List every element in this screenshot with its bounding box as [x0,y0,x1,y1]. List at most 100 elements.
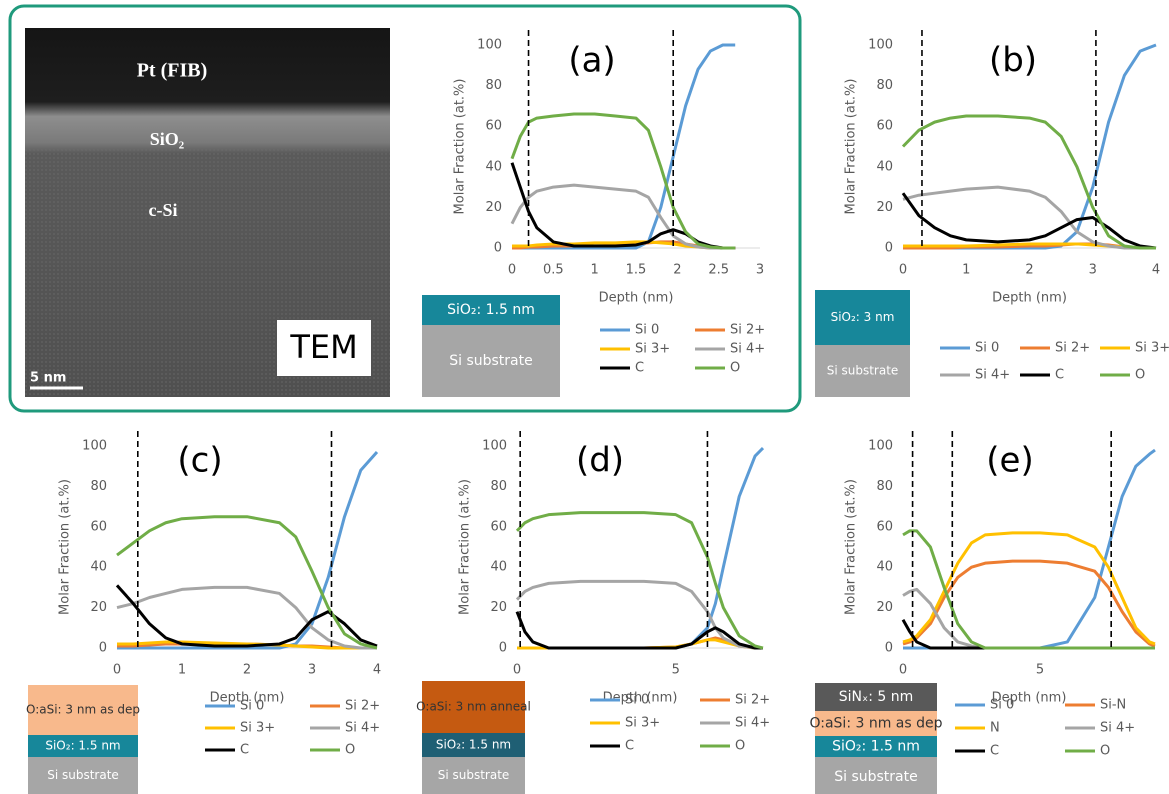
layer-label: Si substrate [827,364,899,378]
y-tick-label: 100 [868,38,893,53]
tem-label: SiO₂ [150,129,184,149]
x-tick-label: 4 [373,663,381,678]
x-tick-label: 1 [591,263,599,278]
y-axis-label: Molar Fraction (at.%) [844,79,859,215]
y-tick-label: 60 [876,119,893,134]
legend-label: C [625,739,634,754]
series-line [903,193,1156,248]
legend-label: Si 0 [990,698,1014,713]
legend-label: O [1135,368,1145,383]
x-tick-label: 2 [243,663,251,678]
chart-title: (e) [986,441,1033,481]
layer-label: Si substrate [438,768,510,782]
legend-label: C [990,744,999,759]
layer-label: SiO₂: 3 nm [831,310,895,324]
legend-label: Si 4+ [735,716,770,731]
legend-label: Si 4+ [975,368,1010,383]
legend-label: O [730,361,740,376]
y-tick-label: 60 [876,519,893,534]
x-tick-label: 5 [672,663,680,678]
chart-title: (c) [177,441,222,481]
y-tick-label: 20 [490,600,507,615]
legend-label: C [1055,368,1064,383]
layer-label: SiO₂: 1.5 nm [45,739,120,753]
y-tick-label: 0 [494,241,502,256]
x-tick-label: 5 [1036,663,1044,678]
y-axis-label: Molar Fraction (at.%) [844,479,859,615]
legend-label: Si 4+ [730,342,765,357]
y-tick-label: 80 [490,479,507,494]
y-tick-label: 60 [490,519,507,534]
x-tick-label: 2.5 [708,263,729,278]
layer-label: SiNₓ: 5 nm [839,689,914,705]
y-tick-label: 40 [876,159,893,174]
legend-label: Si 2+ [1055,341,1090,356]
layer-label: Si substrate [834,769,918,785]
legend-label: O [1100,744,1110,759]
chart-title: (d) [576,441,624,481]
legend-label: N [990,721,1000,736]
x-tick-label: 0 [113,663,121,678]
y-tick-label: 0 [885,641,893,656]
x-tick-label: 0 [899,663,907,678]
layer-label: O:aSi: 3 nm as dep [809,716,942,732]
y-tick-label: 80 [876,78,893,93]
legend-label: Si 3+ [625,716,660,731]
layer-label: O:aSi: 3 nm as dep [26,703,140,717]
y-tick-label: 20 [90,600,107,615]
layer-label: Si substrate [449,353,533,369]
figure: Pt (FIB) SiO₂ c-Si TEM 5 nm 020406080100… [0,0,1169,794]
y-tick-label: 20 [876,600,893,615]
x-axis-label: Depth (nm) [992,291,1067,306]
layer-label: O:aSi: 3 nm anneal [416,700,531,714]
x-tick-label: 2 [673,263,681,278]
y-tick-label: 60 [90,519,107,534]
y-axis-label: Molar Fraction (at.%) [458,479,473,615]
y-tick-label: 80 [90,479,107,494]
series-line [512,114,735,248]
legend-label: Si-N [1100,698,1126,713]
y-tick-label: 40 [90,560,107,575]
y-tick-label: 40 [876,560,893,575]
chart-title: (b) [989,41,1037,81]
y-tick-label: 0 [99,641,107,656]
tem-label: c-Si [149,200,178,220]
legend-label: Si 2+ [735,693,770,708]
legend-label: Si 3+ [635,342,670,357]
y-axis-label: Molar Fraction (at.%) [58,479,73,615]
series-line [512,163,735,248]
y-axis-label: Molar Fraction (at.%) [453,79,468,215]
x-tick-label: 2 [1025,263,1033,278]
y-tick-label: 0 [885,241,893,256]
legend-label: Si 0 [975,341,999,356]
legend-label: Si 3+ [240,721,275,736]
y-tick-label: 80 [876,479,893,494]
legend-label: Si 3+ [1135,341,1169,356]
legend-label: C [635,361,644,376]
series-line [903,533,1155,644]
legend-label: Si 2+ [345,699,380,714]
x-tick-label: 1.5 [626,263,647,278]
y-tick-label: 40 [485,159,502,174]
chart-title: (a) [568,41,615,81]
x-tick-label: 0 [899,263,907,278]
y-tick-label: 40 [490,560,507,575]
legend-label: Si 2+ [730,323,765,338]
y-tick-label: 20 [876,200,893,215]
legend-label: C [240,743,249,758]
legend-label: Si 4+ [1100,721,1135,736]
tem-badge: TEM [289,328,357,366]
y-tick-label: 0 [499,641,507,656]
x-tick-label: 3 [308,663,316,678]
x-tick-label: 0 [513,663,521,678]
y-tick-label: 100 [482,439,507,454]
x-tick-label: 4 [1152,263,1160,278]
layer-label: SiO₂: 1.5 nm [436,738,511,752]
legend-label: Si 0 [240,699,264,714]
x-tick-label: 0 [508,263,516,278]
tem-label: Pt (FIB) [137,60,208,82]
series-line [903,116,1156,248]
y-tick-label: 100 [82,439,107,454]
x-tick-label: 0.5 [543,263,564,278]
y-tick-label: 100 [868,439,893,454]
